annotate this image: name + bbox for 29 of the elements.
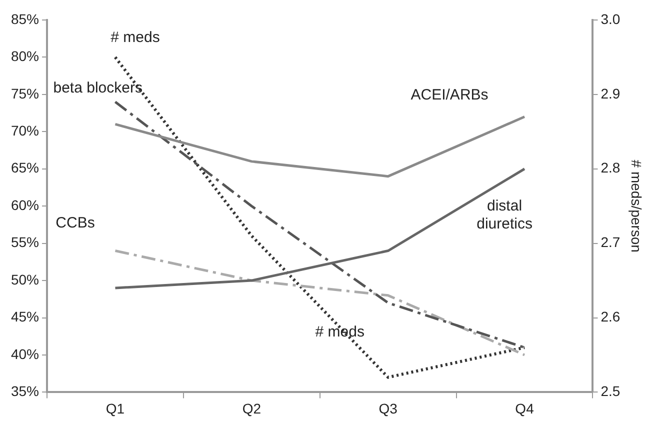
y-tick-label: 40%	[10, 346, 40, 362]
y-tick-label: 50%	[10, 271, 40, 288]
y-tick-label: 80%	[10, 48, 40, 64]
y-tick-label: 65%	[10, 160, 40, 176]
x-tick-label: Q2	[242, 400, 262, 416]
y2-tick-label: 2.8	[600, 160, 620, 176]
y-tick-label: 85%	[10, 10, 40, 27]
y2-tick-label: 2.5	[600, 383, 620, 400]
y2-tick-label: 2.7	[600, 234, 620, 250]
y-tick-label: 60%	[10, 196, 40, 213]
series-label: beta blockers	[53, 80, 142, 97]
y-tick-label: 35%	[10, 383, 40, 400]
series-label: distal diuretics	[476, 198, 532, 233]
series-label: ACEI/ARBs	[410, 86, 488, 104]
y-tick-label: 75%	[10, 85, 40, 102]
y-tick-label: 70%	[10, 122, 40, 139]
x-tick-label: Q1	[106, 400, 125, 416]
y2-tick-label: 2.9	[600, 85, 620, 102]
y2-tick-label: 2.6	[600, 308, 620, 325]
line-series	[114, 250, 526, 356]
y2-tick-label: 3.0	[600, 10, 620, 27]
y2-axis-title: # meds/person	[628, 160, 645, 252]
annotation: # meds	[315, 324, 364, 341]
y-tick-label: 45%	[10, 308, 40, 325]
x-tick-label: Q4	[515, 400, 534, 416]
y-tick-label: 55%	[10, 234, 40, 250]
series-label: CCBs	[56, 214, 95, 232]
x-tick-label: Q3	[378, 400, 398, 416]
series-label: # meds	[110, 28, 160, 46]
